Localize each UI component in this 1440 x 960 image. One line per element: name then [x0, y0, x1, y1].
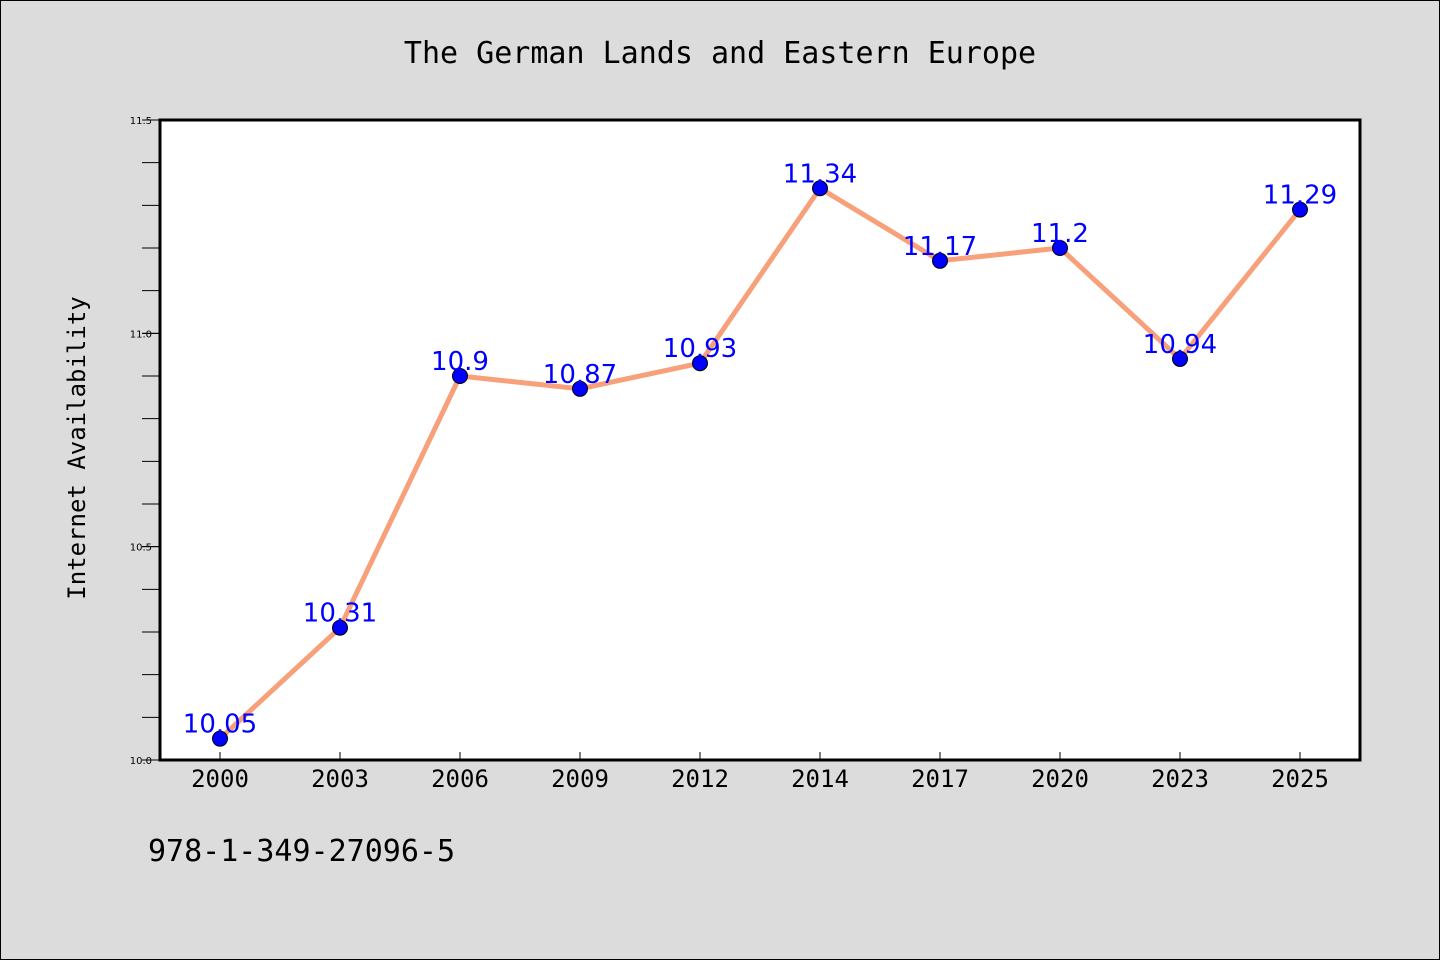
x-tick-label: 2023 [1151, 765, 1209, 793]
x-axis: 2000 2003 2006 2009 2012 2014 2017 2020 2023 2025 [191, 752, 1329, 793]
data-point [572, 380, 588, 397]
chart-title: The German Lands and Eastern Europe [404, 36, 1036, 71]
data-label: 10.94 [1143, 330, 1217, 360]
data-point [1292, 201, 1308, 218]
data-label: 10.87 [543, 360, 617, 390]
x-tick-label: 2014 [791, 765, 849, 793]
x-tick-label: 2000 [191, 765, 249, 793]
x-tick-label: 2012 [671, 765, 729, 793]
y-tick-label: 10.5 [130, 543, 152, 554]
series-line [217, 185, 1303, 742]
y-axis-label: Internet Availability [63, 296, 91, 599]
y-tick-label: 11.0 [130, 329, 152, 340]
x-tick-label: 2009 [551, 765, 609, 793]
data-point [1172, 350, 1188, 367]
isbn-caption: 978-1-349-27096-5 [148, 834, 456, 869]
plot-area [158, 118, 1362, 762]
data-point [332, 619, 348, 636]
data-label: 11.2 [1031, 219, 1089, 249]
data-label: 11.29 [1263, 181, 1337, 211]
data-label: 11.17 [903, 232, 977, 262]
data-point [1052, 240, 1068, 256]
data-point [212, 730, 228, 747]
y-axis: 10.0 10.5 11.0 11.5 [130, 116, 160, 767]
x-tick-label: 2006 [431, 765, 489, 793]
data-label: 10.9 [431, 347, 489, 377]
series-layer: 10.05 10.31 10.9 10.87 10.93 11.34 11.17 11.2 10… [183, 159, 1337, 747]
data-label: 11.34 [783, 159, 857, 189]
data-point [692, 355, 708, 372]
y-tick-label: 10.0 [130, 756, 152, 767]
data-point [932, 252, 948, 269]
x-tick-label: 2003 [311, 765, 369, 793]
x-tick-label: 2020 [1031, 765, 1089, 793]
data-label: 10.05 [183, 710, 257, 740]
x-tick-label: 2017 [911, 765, 969, 793]
y-tick-label: 11.5 [130, 116, 152, 127]
data-label: 10.31 [303, 599, 377, 629]
data-label: 10.93 [663, 334, 737, 364]
data-point [812, 180, 828, 197]
data-point [452, 368, 468, 384]
x-tick-label: 2025 [1271, 765, 1329, 793]
